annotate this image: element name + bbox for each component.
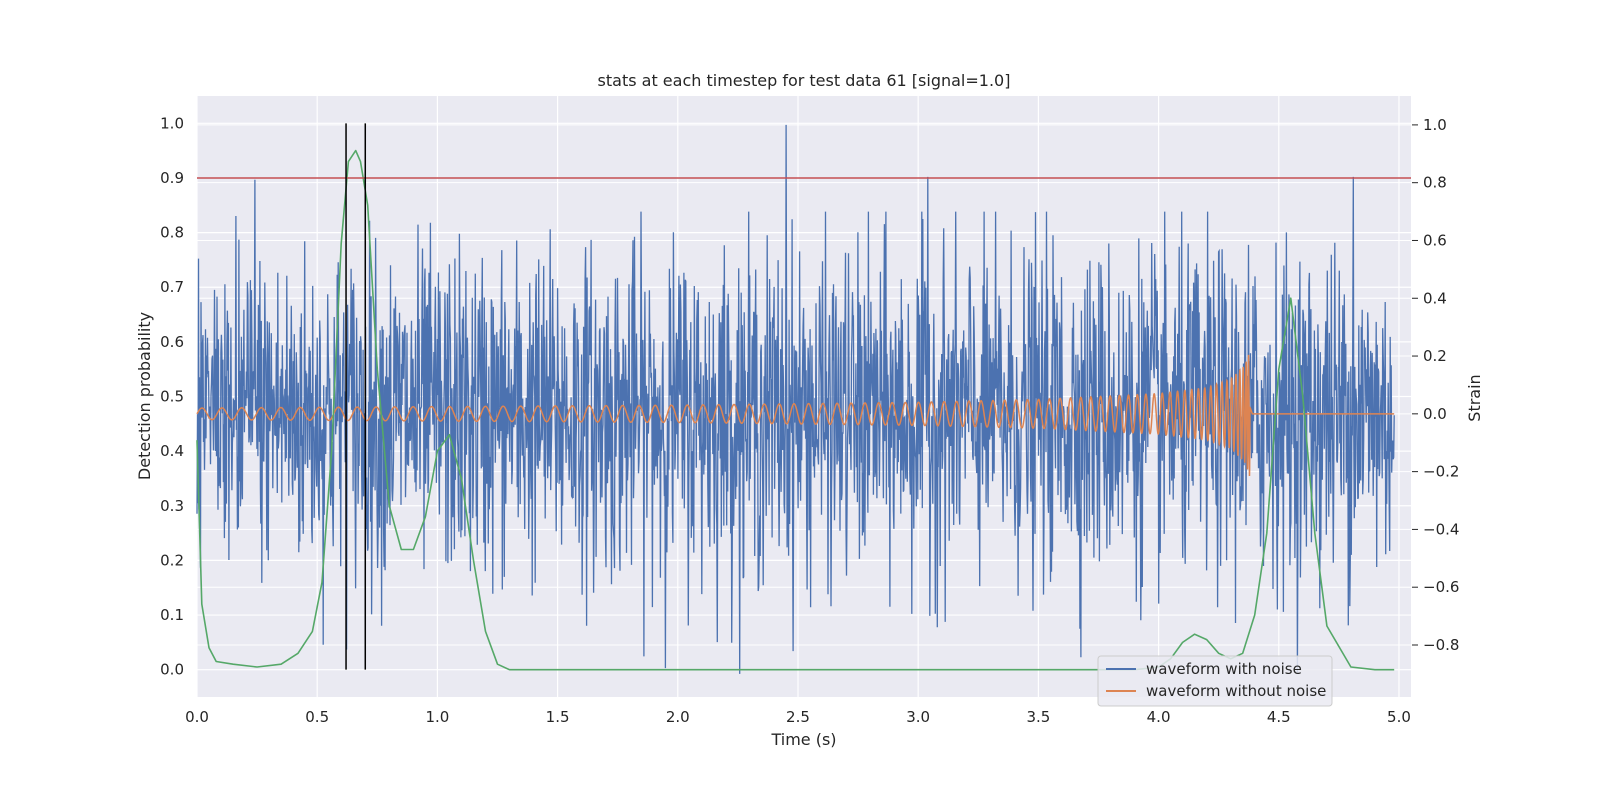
y2-axis-label: Strain <box>1465 374 1484 421</box>
y2-tick-label: 0.2 <box>1423 347 1447 365</box>
series-detection-probability <box>196 149 1395 671</box>
x-tick-label: 1.5 <box>546 708 570 726</box>
y-axis-label: Detection probability <box>135 312 154 480</box>
x-axis-ticks: 0.0 0.5 1.0 1.5 2.0 2.5 3.0 3.5 4.0 4.5 5.0 <box>185 708 1411 726</box>
y-tick-label: 0.5 <box>160 388 184 406</box>
x-tick-label: 1.0 <box>425 708 449 726</box>
y2-tick-label: −0.8 <box>1423 636 1459 654</box>
x-tick-label: 5.0 <box>1387 708 1411 726</box>
y-tick-label: 0.9 <box>160 169 184 187</box>
series-waveform-with-noise <box>196 124 1395 674</box>
y-tick-label: 0.6 <box>160 333 184 351</box>
chart-title: stats at each timestep for test data 61 … <box>598 71 1011 90</box>
y-axis-ticks: 0.0 0.1 0.2 0.3 0.4 0.5 0.6 0.7 0.8 0.9 1.0 <box>160 114 184 678</box>
legend-label-without-noise: waveform without noise <box>1146 682 1326 700</box>
y-tick-label: 0.2 <box>160 551 184 569</box>
y2-tick-label: −0.6 <box>1423 578 1459 596</box>
y-tick-label: 0.0 <box>160 661 184 679</box>
y2-tick-label: 0.8 <box>1423 174 1447 192</box>
y-tick-label: 0.8 <box>160 224 184 242</box>
y-tick-label: 0.7 <box>160 278 184 296</box>
y2-tick-label: 0.0 <box>1423 405 1447 423</box>
y2-tick-label: −0.2 <box>1423 463 1459 481</box>
legend: waveform with noise waveform without noi… <box>1097 655 1333 707</box>
y2-tick-label: 0.4 <box>1423 289 1447 307</box>
y2-tick-label: −0.4 <box>1423 520 1459 538</box>
y-tick-label: 0.3 <box>160 497 184 515</box>
x-tick-label: 4.0 <box>1147 708 1171 726</box>
y-tick-label: 0.1 <box>160 606 184 624</box>
y2-tick-label: 0.6 <box>1423 231 1447 249</box>
x-tick-label: 0.0 <box>185 708 209 726</box>
legend-label-with-noise: waveform with noise <box>1146 660 1302 678</box>
series-waveform-without-noise <box>196 354 1395 477</box>
series-layer <box>196 123 1411 674</box>
y-tick-label: 0.4 <box>160 442 184 460</box>
x-tick-label: 2.5 <box>786 708 810 726</box>
y2-axis-ticks: −0.8 −0.6 −0.4 −0.2 0.0 0.2 0.4 0.6 0.8 1.0 <box>1412 116 1459 654</box>
x-tick-label: 3.5 <box>1026 708 1050 726</box>
x-axis-label: Time (s) <box>770 730 836 749</box>
y-tick-label: 1.0 <box>160 114 184 132</box>
x-tick-label: 4.5 <box>1267 708 1291 726</box>
x-tick-label: 3.0 <box>906 708 930 726</box>
x-tick-label: 0.5 <box>305 708 329 726</box>
legend-box <box>1097 655 1333 707</box>
y2-tick-label: 1.0 <box>1423 116 1447 134</box>
x-tick-label: 2.0 <box>666 708 690 726</box>
